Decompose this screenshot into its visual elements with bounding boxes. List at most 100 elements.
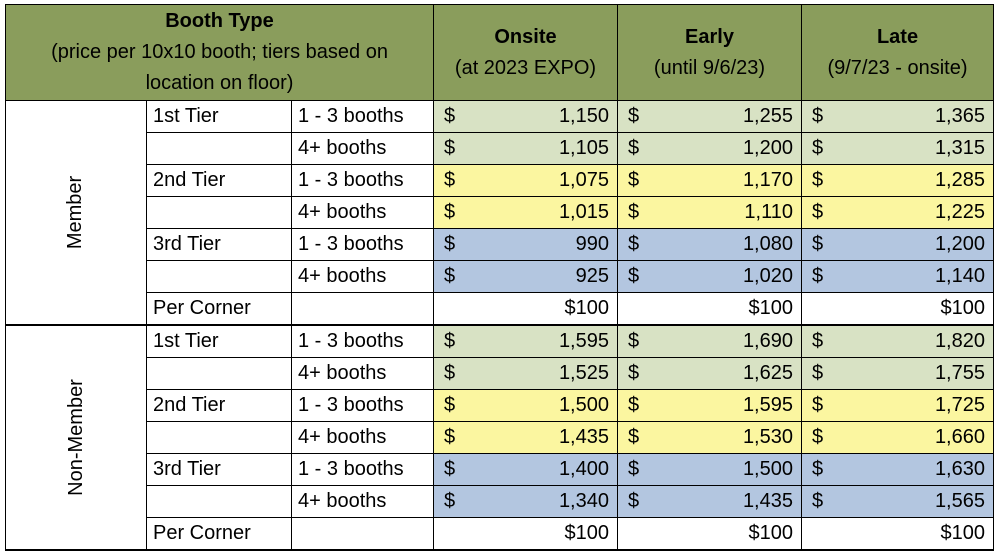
per-corner-label: Per Corner [146, 292, 292, 326]
booth-quantity-label: 1 - 3 booths [291, 324, 434, 358]
group-label-cell: Member [5, 100, 147, 326]
late-price-cell: $1,285 [801, 164, 994, 197]
header-row: Booth Type (price per 10x10 booth; tiers… [5, 4, 994, 101]
late-price: 1,820 [934, 330, 985, 352]
booth-quantity-label: 4+ booths [291, 357, 434, 390]
late-price-cell: $1,225 [801, 196, 994, 229]
tier-label: 1st Tier [146, 324, 292, 358]
currency-symbol: $ [628, 105, 640, 127]
currency-symbol: $ [444, 233, 456, 255]
early-price: 1,500 [742, 458, 793, 480]
currency-symbol: $ [628, 169, 640, 191]
tier-label [146, 485, 292, 518]
onsite-price-cell: $990 [433, 228, 618, 261]
early-price: 1,530 [742, 426, 793, 448]
currency-symbol: $ [812, 362, 824, 384]
onsite-price-cell: $1,595 [433, 324, 618, 358]
late-price: 1,365 [934, 105, 985, 127]
booth-quantity-label: 4+ booths [291, 421, 434, 454]
currency-symbol: $ [812, 169, 824, 191]
onsite-price: 1,435 [558, 426, 609, 448]
onsite-price: 1,105 [558, 137, 609, 159]
onsite-price-cell: $1,075 [433, 164, 618, 197]
tier-label [146, 260, 292, 293]
onsite-price: 1,015 [558, 201, 609, 223]
late-price-cell: $1,630 [801, 453, 994, 486]
late-price: 1,630 [934, 458, 985, 480]
currency-symbol: $ [812, 233, 824, 255]
late-price-cell: $1,755 [801, 357, 994, 390]
group-label: Member [64, 175, 87, 250]
early-price: 1,170 [742, 169, 793, 191]
currency-symbol: $ [628, 137, 640, 159]
tier-label [146, 421, 292, 454]
booth-quantity-label: 1 - 3 booths [291, 100, 434, 133]
currency-symbol: $ [628, 201, 640, 223]
currency-symbol: $ [812, 490, 824, 512]
table-row: 4+ booths $1,105 $1,200 $1,315 [6, 132, 994, 165]
early-corner-price: $100 [617, 517, 802, 551]
early-price-cell: $1,690 [617, 324, 802, 358]
table-row: 2nd Tier 1 - 3 booths $1,075 $1,170 $1,285 [6, 164, 994, 197]
table-row: Non-Member 1st Tier 1 - 3 booths $1,595 $1,6… [5, 324, 994, 551]
booth-pricing-table: Booth Type (price per 10x10 booth; tiers… [5, 4, 994, 551]
table-row: 3rd Tier 1 - 3 booths $990 $1,080 $1,200 [6, 228, 994, 261]
currency-symbol: $ [444, 490, 456, 512]
currency-symbol: $ [444, 265, 456, 287]
late-price: 1,315 [934, 137, 985, 159]
booth-type-note-line1: (price per 10x10 booth; tiers based on [51, 41, 388, 63]
early-price-cell: $1,080 [617, 228, 802, 261]
onsite-price: 1,525 [558, 362, 609, 384]
currency-symbol: $ [812, 458, 824, 480]
late-price-cell: $1,365 [801, 100, 994, 133]
early-header: Early (until 9/6/23) [617, 4, 802, 101]
early-subtitle: (until 9/6/23) [653, 56, 766, 79]
booth-quantity-label: 1 - 3 booths [291, 164, 434, 197]
group-label-cell: Non-Member [5, 324, 147, 551]
early-price: 1,595 [742, 394, 793, 416]
onsite-title: Onsite [494, 25, 557, 48]
tier-label: 2nd Tier [146, 389, 292, 422]
late-price: 1,140 [934, 265, 985, 287]
onsite-subtitle: (at 2023 EXPO) [454, 56, 597, 79]
table-row: Member 1st Tier 1 - 3 booths $1,150 $1,255 $1… [5, 100, 994, 326]
early-price: 1,110 [744, 201, 793, 223]
currency-symbol: $ [812, 201, 824, 223]
booth-type-header: Booth Type (price per 10x10 booth; tiers… [5, 4, 434, 101]
currency-symbol: $ [628, 426, 640, 448]
tier-label [146, 132, 292, 165]
currency-symbol: $ [628, 490, 640, 512]
early-price-cell: $1,200 [617, 132, 802, 165]
currency-symbol: $ [628, 233, 640, 255]
currency-symbol: $ [444, 137, 456, 159]
table-row: 4+ booths $1,525 $1,625 $1,755 [6, 357, 994, 390]
currency-symbol: $ [812, 105, 824, 127]
early-price: 1,020 [742, 265, 793, 287]
booth-type-title: Booth Type [165, 10, 274, 32]
early-price-cell: $1,255 [617, 100, 802, 133]
onsite-price-cell: $1,150 [433, 100, 618, 133]
currency-symbol: $ [444, 330, 456, 352]
early-price-cell: $1,595 [617, 389, 802, 422]
onsite-price-cell: $925 [433, 260, 618, 293]
table-row: 4+ booths $925 $1,020 $1,140 [6, 260, 994, 293]
onsite-price: 1,400 [558, 458, 609, 480]
per-corner-label: Per Corner [146, 517, 292, 551]
onsite-price-cell: $1,500 [433, 389, 618, 422]
table-row: 4+ booths $1,015 $1,110 $1,225 [6, 196, 994, 229]
late-price: 1,725 [934, 394, 985, 416]
early-price-cell: $1,435 [617, 485, 802, 518]
currency-symbol: $ [812, 265, 824, 287]
late-corner-price: $100 [801, 292, 994, 326]
booth-quantity-label: 4+ booths [291, 485, 434, 518]
currency-symbol: $ [444, 105, 456, 127]
currency-symbol: $ [628, 362, 640, 384]
onsite-price-cell: $1,340 [433, 485, 618, 518]
onsite-price-cell: $1,400 [433, 453, 618, 486]
currency-symbol: $ [444, 169, 456, 191]
early-price: 1,080 [742, 233, 793, 255]
late-price: 1,225 [934, 201, 985, 223]
late-header: Late (9/7/23 - onsite) [801, 4, 994, 101]
table-row: 4+ booths $1,340 $1,435 $1,565 [6, 485, 994, 518]
early-price: 1,690 [742, 330, 793, 352]
